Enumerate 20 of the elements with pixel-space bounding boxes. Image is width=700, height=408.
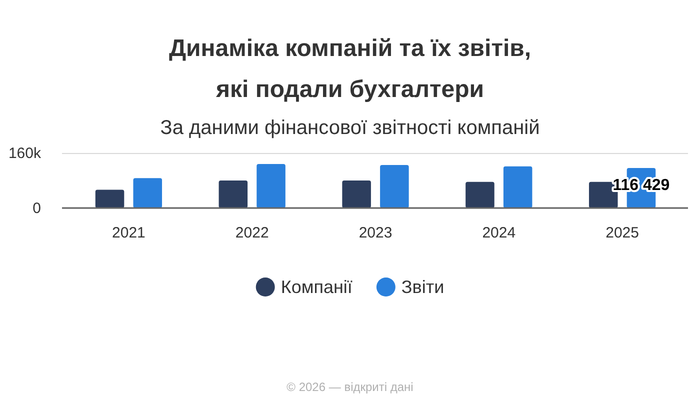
y-tick-label: 160k — [8, 144, 42, 162]
x-tick-label: 2023 — [358, 224, 392, 242]
bar — [256, 164, 286, 208]
chart-subtitle: За даними фінансової звітності компаній — [160, 117, 540, 139]
x-tick-label: 2021 — [112, 224, 146, 242]
bar — [95, 190, 124, 208]
bar — [133, 178, 162, 208]
x-tick-label: 2024 — [482, 224, 516, 242]
chart-title: Динаміка компаній та їх звітів, які подали бухгалтери — [168, 35, 532, 103]
bar — [503, 166, 532, 208]
bar — [218, 180, 248, 208]
legend-label: Звіти — [401, 277, 444, 297]
legend-label: Компанії — [280, 277, 352, 297]
x-tick-label: 2022 — [235, 224, 269, 242]
bar — [342, 180, 371, 208]
text: © 2026 — відкриті дані — [286, 380, 414, 394]
y-tick-label: 0 — [32, 200, 41, 217]
bar — [466, 182, 494, 208]
x-tick-label: 2025 — [606, 224, 639, 242]
bar — [380, 165, 409, 208]
